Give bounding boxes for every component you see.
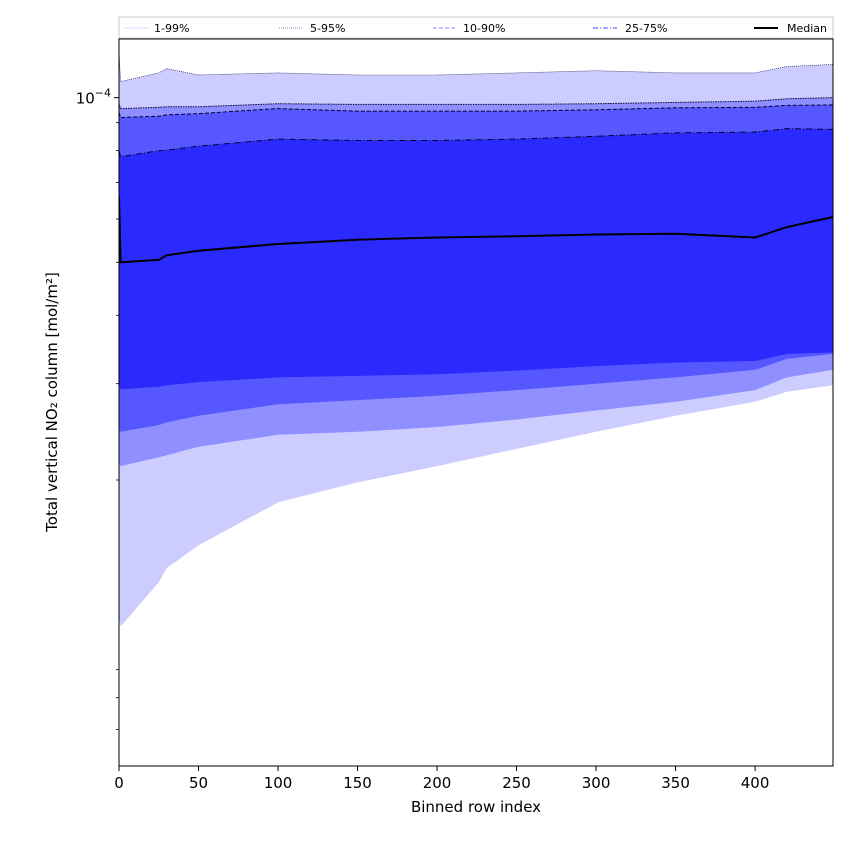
band-edge-1-99% bbox=[119, 50, 833, 82]
x-tick-label: 200 bbox=[423, 774, 452, 792]
x-tick-label: 300 bbox=[582, 774, 611, 792]
x-tick-label: 250 bbox=[502, 774, 531, 792]
legend: 1-99% 5-95% 10-90% 25-75% Median bbox=[118, 16, 834, 39]
median-line bbox=[119, 196, 833, 264]
x-tick-label: 0 bbox=[114, 774, 124, 792]
legend-label: Median bbox=[787, 22, 827, 35]
band-edge-25-75% bbox=[119, 128, 833, 158]
y-axis-label: Total vertical NO₂ column [mol/m²] bbox=[43, 272, 61, 533]
legend-label: 25-75% bbox=[625, 22, 667, 35]
y-tick-label: 10−4 bbox=[76, 87, 111, 108]
band-edge-10-90% bbox=[119, 104, 833, 119]
x-tick-label: 50 bbox=[189, 774, 208, 792]
x-tick-label: 350 bbox=[661, 774, 690, 792]
x-axis: 0 50 100 150 200 250 300 350 400 bbox=[114, 766, 769, 792]
y-axis: 10−4 bbox=[76, 87, 119, 730]
plot-frame bbox=[118, 38, 834, 767]
x-tick-label: 400 bbox=[741, 774, 770, 792]
band-25-75% bbox=[119, 128, 833, 390]
median-line-group bbox=[119, 196, 833, 264]
legend-label: 10-90% bbox=[463, 22, 505, 35]
x-tick-label: 150 bbox=[343, 774, 372, 792]
legend-label: 1-99% bbox=[154, 22, 189, 35]
percentile-bands bbox=[119, 50, 833, 627]
legend-box bbox=[118, 16, 834, 39]
legend-label: 5-95% bbox=[310, 22, 345, 35]
x-tick-label: 100 bbox=[264, 774, 293, 792]
x-axis-label: Binned row index bbox=[411, 798, 541, 816]
